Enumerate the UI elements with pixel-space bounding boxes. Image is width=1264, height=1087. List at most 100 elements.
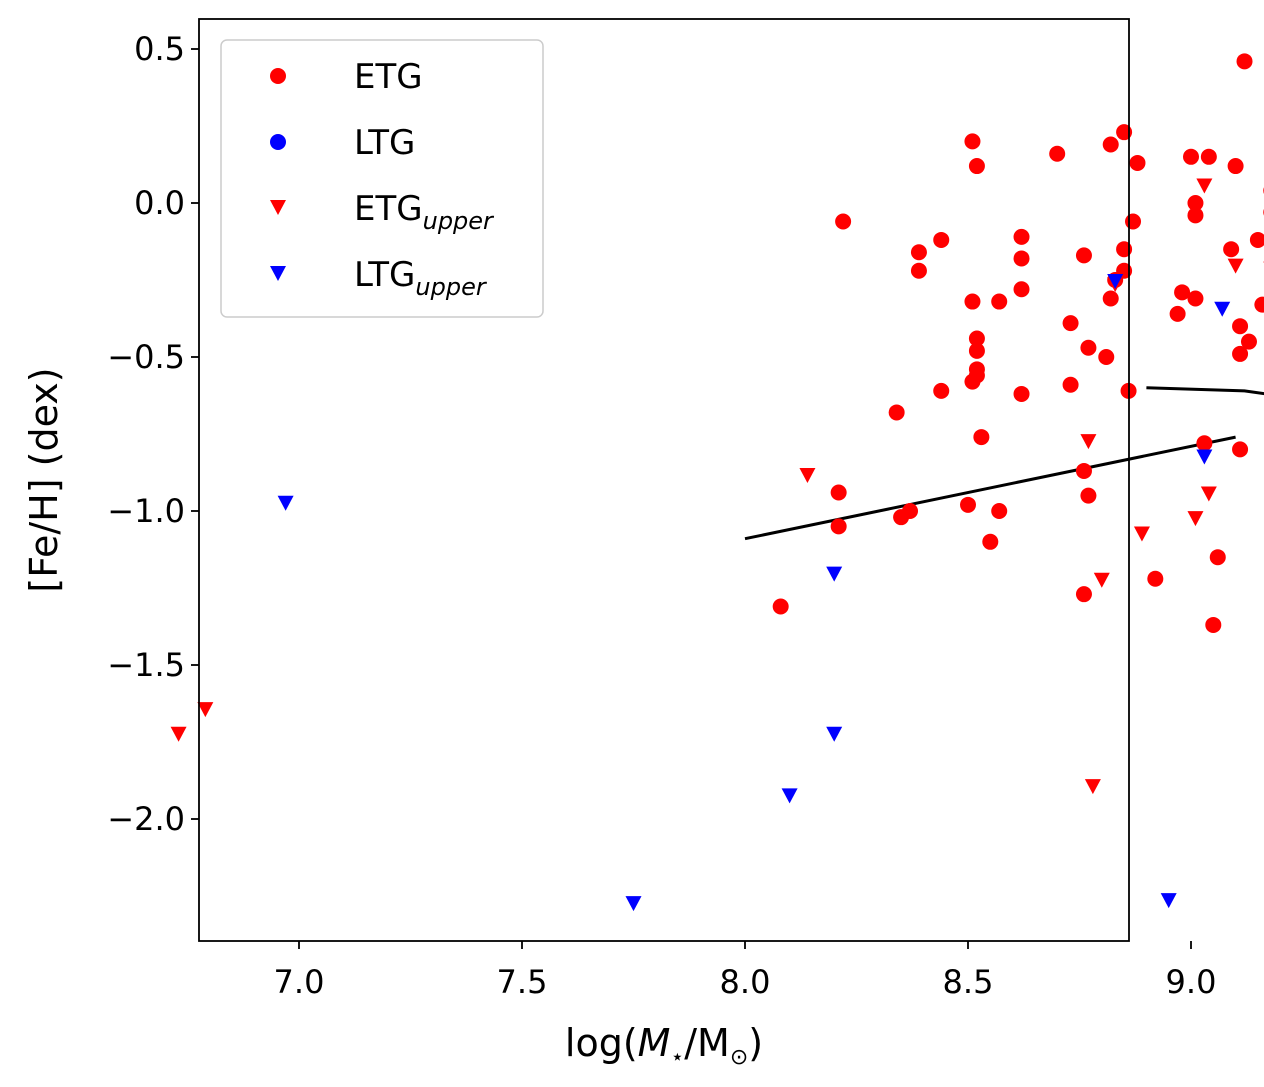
y-axis-ticks: 0.5 0.0 −0.5 −1.0 −1.5 −2.0 — [107, 30, 199, 838]
etg-point-90 — [1075, 586, 1092, 603]
etg-point-14 — [1129, 154, 1146, 171]
etgupper-point-22 — [197, 702, 214, 718]
ltgupper-point-0 — [1107, 274, 1124, 289]
etg-point-85 — [893, 509, 910, 526]
etg-point-13 — [968, 158, 985, 175]
etg-point-56 — [1062, 315, 1079, 332]
etg-point-11 — [1183, 148, 1199, 165]
y-axis-label: [Fe/H] (dex) — [22, 367, 66, 592]
ltgupper-point-6 — [781, 788, 798, 804]
etg-point-73 — [888, 404, 905, 421]
x-axis-label-suffix: ) — [748, 1021, 763, 1065]
etg-point-28 — [1125, 213, 1142, 230]
etg-point-61 — [1080, 339, 1097, 356]
x-axis-label: log(M⋆/M⊙) — [565, 1021, 763, 1070]
y-tick-label: 0.5 — [134, 30, 185, 68]
legend-marker-etg — [270, 68, 286, 84]
etg-point-53 — [1254, 296, 1264, 313]
etg-point-41 — [910, 262, 927, 279]
etg-point-32 — [1249, 231, 1264, 248]
etg-point-6 — [964, 133, 981, 150]
y-tick-label: 0.0 — [134, 184, 185, 222]
legend-items: ETG LTG ETGupper LTGupper — [270, 57, 495, 301]
etg-point-70 — [933, 382, 950, 399]
x-axis-label-sun: ⊙ — [730, 1045, 748, 1070]
etg-point-27 — [1187, 207, 1204, 224]
legend-box — [220, 39, 544, 318]
etg-point-89 — [1147, 570, 1164, 587]
etg-point-36 — [910, 244, 927, 261]
etg-point-91 — [772, 598, 789, 615]
ltgupper-point-7 — [625, 896, 642, 912]
etgupper-point-23 — [170, 726, 187, 742]
etgupper-point-20 — [1133, 526, 1150, 542]
etg-point-39 — [1075, 247, 1092, 264]
etg-point-52 — [1187, 290, 1204, 307]
legend-label-ltg: LTG — [354, 123, 415, 163]
etg-point-24 — [1187, 195, 1204, 211]
etg-point-49 — [964, 293, 981, 310]
y-tick-label: −1.0 — [107, 492, 185, 530]
x-axis-label-mid: /M — [684, 1021, 730, 1065]
legend-marker-etgupper — [270, 200, 286, 215]
ltgupper-point-2 — [1196, 449, 1213, 465]
y-tick-label: −0.5 — [107, 338, 185, 376]
etgupper-point-17 — [799, 468, 816, 484]
x-tick-label: 7.5 — [497, 963, 548, 1001]
etg-point-51 — [1102, 290, 1119, 307]
ltgupper-point-3 — [277, 495, 294, 511]
legend-label-etgupper: ETGupper — [354, 189, 495, 235]
y-tick-label: −2.0 — [107, 800, 185, 838]
plot-frame — [198, 18, 1130, 942]
etgupper-point-12 — [1227, 258, 1244, 274]
etg-point-64 — [1232, 345, 1249, 362]
etgupper-point-24 — [1084, 779, 1101, 795]
etgupper-point-21 — [1093, 572, 1110, 588]
legend-marker-ltg — [270, 134, 286, 150]
etg-point-82 — [960, 496, 976, 513]
trend-lines — [744, 386, 1264, 541]
legend: ETG LTG ETGupper LTGupper — [220, 39, 544, 318]
etgupper-point-19 — [1187, 511, 1204, 527]
etg-point-50 — [991, 293, 1008, 310]
etg-point-54 — [1169, 305, 1186, 322]
etg-point-34 — [1116, 241, 1133, 258]
etg-point-10 — [1049, 145, 1066, 162]
etg-point-57 — [1232, 318, 1249, 335]
etg-point-76 — [1196, 435, 1213, 452]
trend-line-5 — [1146, 386, 1264, 396]
legend-label-ltgupper: LTGupper — [354, 255, 488, 301]
etg-point-84 — [991, 503, 1008, 519]
x-tick-label: 8.5 — [943, 963, 994, 1001]
y-tick-label: −1.5 — [107, 646, 185, 684]
etg-point-69 — [1062, 376, 1079, 393]
etg-point-62 — [968, 342, 985, 359]
etgupper-point-8 — [1196, 178, 1213, 194]
etg-point-15 — [1227, 158, 1244, 175]
etg-point-80 — [830, 484, 847, 501]
etg-point-88 — [1209, 549, 1226, 566]
legend-marker-ltgupper — [270, 266, 286, 281]
x-tick-label: 8.0 — [720, 963, 771, 1001]
etg-point-68 — [964, 373, 981, 390]
etg-point-0 — [1236, 53, 1253, 70]
x-axis-ticks: 7.07.58.08.59.09.510.010.5 — [274, 941, 1216, 1001]
etg-point-87 — [982, 533, 999, 550]
data-points — [170, 53, 1264, 912]
etg-point-31 — [1013, 228, 1030, 245]
etg-point-86 — [830, 518, 847, 535]
etg-point-5 — [1116, 124, 1133, 141]
x-axis-label-sub: ⋆ — [670, 1045, 684, 1070]
etg-point-59 — [968, 330, 985, 347]
etg-point-60 — [1240, 333, 1257, 350]
etg-point-65 — [1098, 349, 1115, 365]
etg-point-29 — [835, 213, 852, 230]
etgupper-point-16 — [1080, 434, 1097, 450]
etgupper-point-18 — [1200, 486, 1217, 502]
legend-label-etg: ETG — [354, 57, 423, 97]
ltgupper-point-4 — [826, 566, 843, 582]
ltgupper-point-5 — [826, 726, 843, 742]
trend-line-4 — [744, 435, 1236, 541]
